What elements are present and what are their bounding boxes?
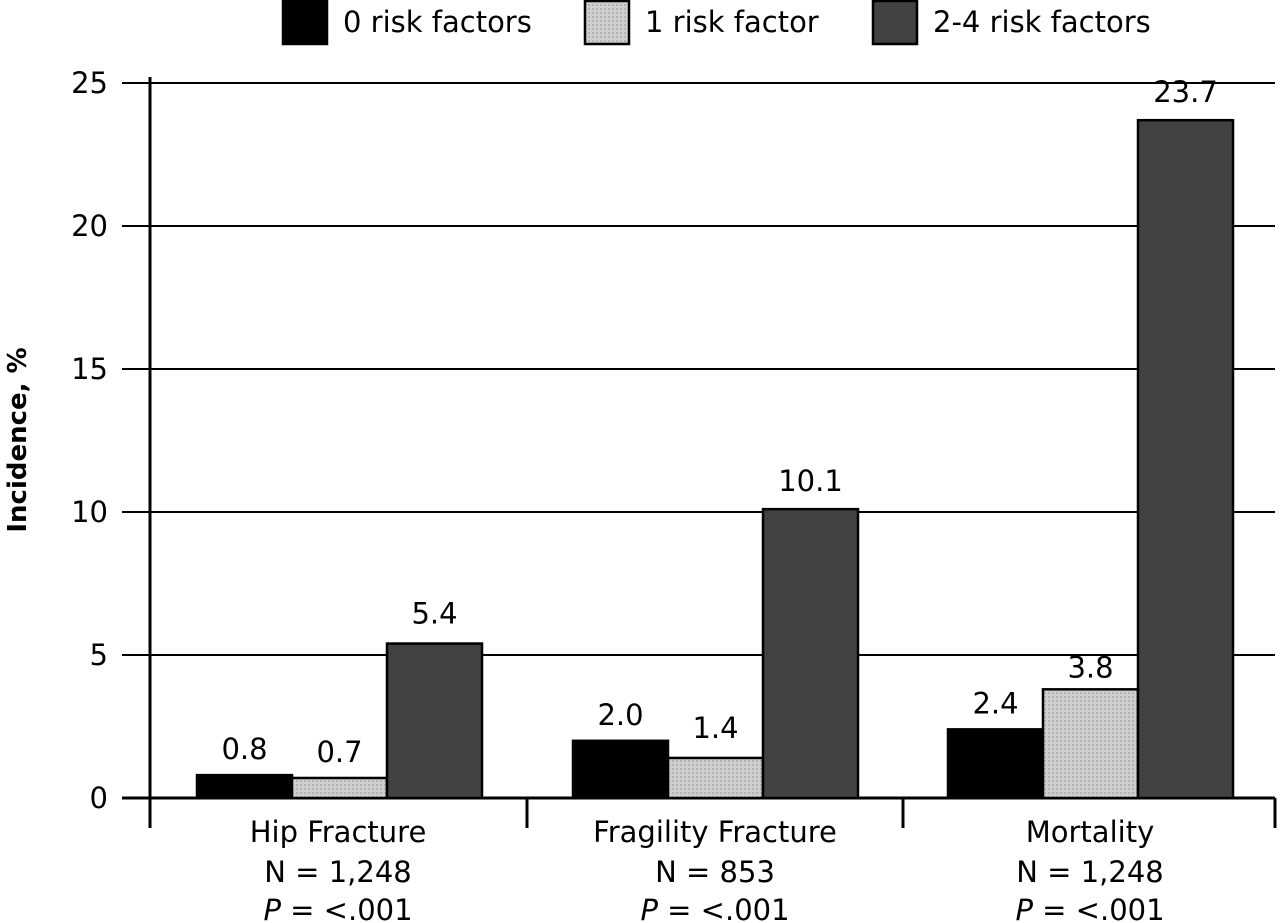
x-category-n: N = 853 [655,855,775,889]
bar-1-risk-factor [1041,688,1140,800]
x-category-n: N = 1,248 [1016,855,1163,889]
bar-0-risk-factors [571,739,670,800]
data-label: 10.1 [778,464,843,498]
data-label: 0.7 [316,735,362,769]
x-category-label: Mortality [1026,815,1154,849]
legend-label: 2-4 risk factors [933,5,1151,39]
data-label: 5.4 [411,597,457,631]
data-labels: 0.8 0.7 5.4 2.0 1.4 10.1 2.4 3.8 23.7 [221,75,1217,769]
legend-swatch [871,0,919,46]
x-category-n: N = 1,248 [264,855,411,889]
bar-0-risk-factors [195,773,294,800]
data-label: 2.0 [597,698,643,732]
data-label: 23.7 [1153,75,1218,109]
y-axis-label: Incidence, % [3,347,33,532]
data-label: 1.4 [692,711,738,745]
data-label: 0.8 [221,732,267,766]
y-tick-label: 10 [71,495,108,529]
y-tick-label: 0 [90,781,108,815]
x-category-label: Fragility Fracture [593,815,837,849]
legend-label: 1 risk factor [645,5,819,39]
data-label: 3.8 [1067,650,1113,684]
category-labels: Hip Fracture N = 1,248 P = <.001 Fragility … [250,815,1165,923]
x-category-p: P = <.001 [1015,893,1164,923]
y-tick-label: 25 [71,66,108,100]
legend-swatch [583,0,631,46]
x-category-p: P = <.001 [263,893,412,923]
bar-2-4-risk-factors [385,642,484,800]
bar-1-risk-factor [290,776,389,800]
bars [195,118,1235,800]
y-tick-label: 15 [71,352,108,386]
data-label: 2.4 [972,686,1018,720]
legend-label: 0 risk factors [343,5,532,39]
bar-2-4-risk-factors [1136,118,1235,800]
y-tick-label: 20 [71,209,108,243]
y-tick-label: 5 [90,638,108,672]
bar-0-risk-factors [946,728,1045,800]
bar-1-risk-factor [666,756,765,800]
gridlines [122,82,1275,656]
bar-2-4-risk-factors [761,507,860,800]
legend: 0 risk factors 1 risk factor 2-4 risk fact… [281,0,1151,46]
legend-swatch [281,0,329,46]
x-category-label: Hip Fracture [250,815,427,849]
x-category-p: P = <.001 [640,893,789,923]
